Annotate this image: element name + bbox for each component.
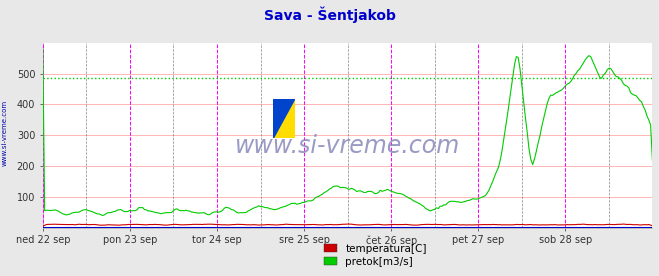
Text: Sava - Šentjakob: Sava - Šentjakob — [264, 7, 395, 23]
Polygon shape — [273, 99, 295, 138]
Text: www.si-vreme.com: www.si-vreme.com — [235, 134, 460, 158]
Text: www.si-vreme.com: www.si-vreme.com — [2, 99, 8, 166]
Polygon shape — [273, 99, 295, 138]
Legend: temperatura[C], pretok[m3/s]: temperatura[C], pretok[m3/s] — [320, 239, 431, 271]
